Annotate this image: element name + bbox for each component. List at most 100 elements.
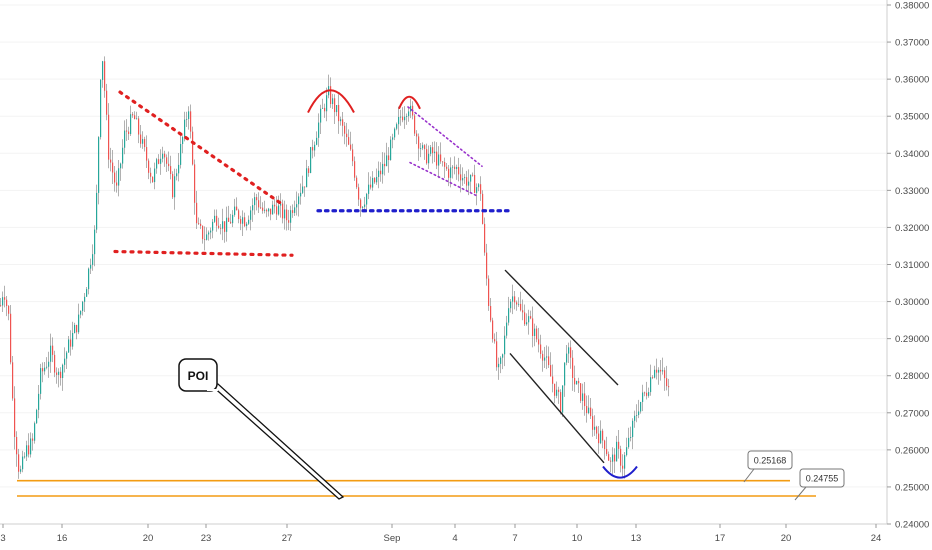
candle [0,298,2,307]
candle [408,107,410,122]
candle [306,159,308,188]
candle [544,346,546,369]
candle-body [570,347,572,358]
candle-body [410,105,412,112]
candle-body [42,368,44,372]
candle [580,383,582,404]
candle [150,167,152,184]
candle [432,141,434,164]
candle [402,107,404,123]
candle [520,291,522,312]
candle-body [448,168,450,178]
candle-body [446,166,448,169]
candle-body [344,125,346,134]
candle-body [2,297,4,306]
candle-body [160,158,162,164]
candle-body [592,416,594,430]
candle-body [560,392,562,413]
candle-body [364,204,366,207]
candle [358,183,360,206]
candle [166,154,168,172]
candle [642,384,644,412]
candle [522,299,524,321]
y-tick-label: 0.35000 [895,112,929,123]
y-tick-label: 0.32000 [895,223,929,234]
candle [582,383,584,410]
candle-body [586,406,588,414]
candle [584,382,586,416]
candle [352,143,354,167]
candle [332,93,334,110]
candle [340,116,342,126]
candle-body [274,204,276,207]
candle [384,152,386,176]
candle [132,112,134,118]
candle-body [322,107,324,109]
candle [76,324,78,340]
candle [20,465,22,474]
candle [326,87,328,122]
x-tick-label: 13 [631,533,642,544]
candle-body [66,352,68,359]
candle [572,350,574,391]
candle-body [580,383,582,401]
candle [22,450,24,473]
candle-body [316,137,318,145]
candle-body [302,186,304,193]
candle [516,300,518,311]
candle-body [574,377,576,385]
candle [430,145,432,157]
candle-body [514,296,516,303]
candle [480,176,482,201]
candle-body [184,119,186,138]
candle-body [430,147,432,154]
y-tick-label: 0.30000 [895,297,929,308]
candle-body [268,208,270,212]
candle-body [152,176,154,183]
candle [164,150,166,167]
candle-body [206,234,208,240]
candle [6,296,8,317]
candle-body [384,163,386,167]
x-tick-label: 20 [143,533,154,544]
candle [62,363,64,391]
candle-body [624,455,626,469]
candle-body [340,119,342,122]
candle-body [300,192,302,197]
candle-body [250,210,252,220]
candle [138,116,140,144]
candle [178,152,180,182]
candle-body [350,144,352,150]
candle [36,408,38,424]
candle [154,162,156,190]
candle [550,352,552,377]
candle [526,313,528,326]
candle [440,142,442,164]
candle [570,340,572,369]
candle [594,415,596,436]
flag-pattern [407,106,483,197]
candle-body [38,393,40,410]
candle-body [174,176,176,198]
candle-body [388,155,390,161]
candle-body [10,313,12,363]
candle-body [562,385,564,413]
poi-label: POI [188,369,209,383]
candle [634,410,636,428]
candle [490,297,492,323]
candle [314,141,316,157]
candle [666,365,668,391]
candle [552,364,554,393]
candle-body [50,345,52,362]
candle [632,418,634,450]
candle [258,192,260,214]
candle-body [642,392,644,402]
candle [56,367,58,384]
candle-body [292,210,294,213]
candle-body [194,164,196,203]
candle [346,122,348,147]
candle-body [440,154,442,162]
candle [104,56,106,98]
candle-body [626,447,628,456]
